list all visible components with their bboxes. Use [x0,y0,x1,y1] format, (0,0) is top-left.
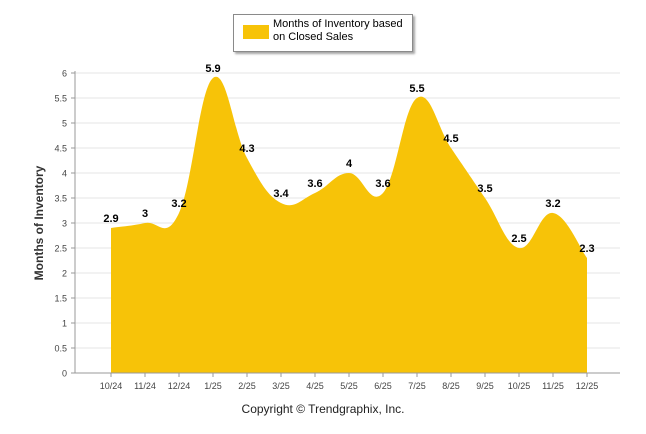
copyright-text: Copyright © Trendgraphix, Inc. [241,402,405,416]
y-tick-label: 5 [62,119,67,129]
y-tick-label: 1.5 [54,294,67,304]
data-label: 2.9 [103,213,118,225]
data-label: 3.6 [307,178,322,190]
data-label: 4.3 [239,143,254,155]
area-series [111,76,587,374]
legend-swatch [243,25,269,39]
x-tick-label: 1/25 [204,381,222,391]
y-tick-label: 0 [62,369,67,379]
y-tick-labels: 0 0.5 1 1.5 2 2.5 3 3.5 4 4.5 5 5.5 6 [54,69,67,379]
data-label: 3 [142,208,148,220]
legend: Months of Inventory based on Closed Sale… [233,14,413,52]
x-tick-label: 6/25 [374,381,392,391]
data-label: 4 [346,158,353,170]
y-tick-label: 1 [62,319,67,329]
legend-label: Months of Inventory based on Closed Sale… [273,18,403,43]
y-tick-label: 2.5 [54,244,67,254]
y-tick-label: 3 [62,219,67,229]
x-tick-label: 10/24 [100,381,123,391]
axes [71,71,620,377]
data-label: 3.2 [171,198,186,210]
x-tick-label: 7/25 [408,381,426,391]
y-tick-label: 2 [62,269,67,279]
data-label: 2.5 [511,233,526,245]
x-tick-label: 11/25 [542,381,564,391]
data-label: 4.5 [443,133,458,145]
data-label: 3.2 [545,198,560,210]
x-tick-label: 4/25 [306,381,324,391]
y-tick-label: 0.5 [54,344,67,354]
x-tick-label: 9/25 [476,381,494,391]
data-label: 3.6 [375,178,390,190]
x-tick-label: 3/25 [272,381,290,391]
data-label: 2.3 [579,243,594,255]
x-tick-labels: 10/24 11/24 12/24 1/25 2/25 3/25 4/25 5/25 6/25 7… [100,381,599,391]
data-labels: 2.9 3 3.2 5.9 4.3 3.4 3.6 4 3.6 5.5 4.5 3.5 2.5 3.2 2.… [103,63,594,255]
x-tick-label: 2/25 [238,381,256,391]
y-tick-label: 5.5 [54,94,67,104]
y-tick-label: 4 [62,169,67,179]
y-tick-label: 3.5 [54,194,67,204]
x-tick-label: 5/25 [340,381,358,391]
y-tick-label: 6 [62,69,67,79]
x-tick-label: 12/24 [168,381,191,391]
y-axis-label: Months of Inventory [32,165,46,280]
area-fill [111,76,587,374]
data-label: 5.5 [409,83,424,95]
y-tick-label: 4.5 [54,144,67,154]
x-tick-label: 8/25 [442,381,460,391]
data-label: 3.4 [273,188,289,200]
data-label: 3.5 [477,183,492,195]
data-label: 5.9 [205,63,220,75]
x-tick-label: 10/25 [508,381,531,391]
x-tick-label: 12/25 [576,381,599,391]
x-tick-label: 11/24 [134,381,156,391]
